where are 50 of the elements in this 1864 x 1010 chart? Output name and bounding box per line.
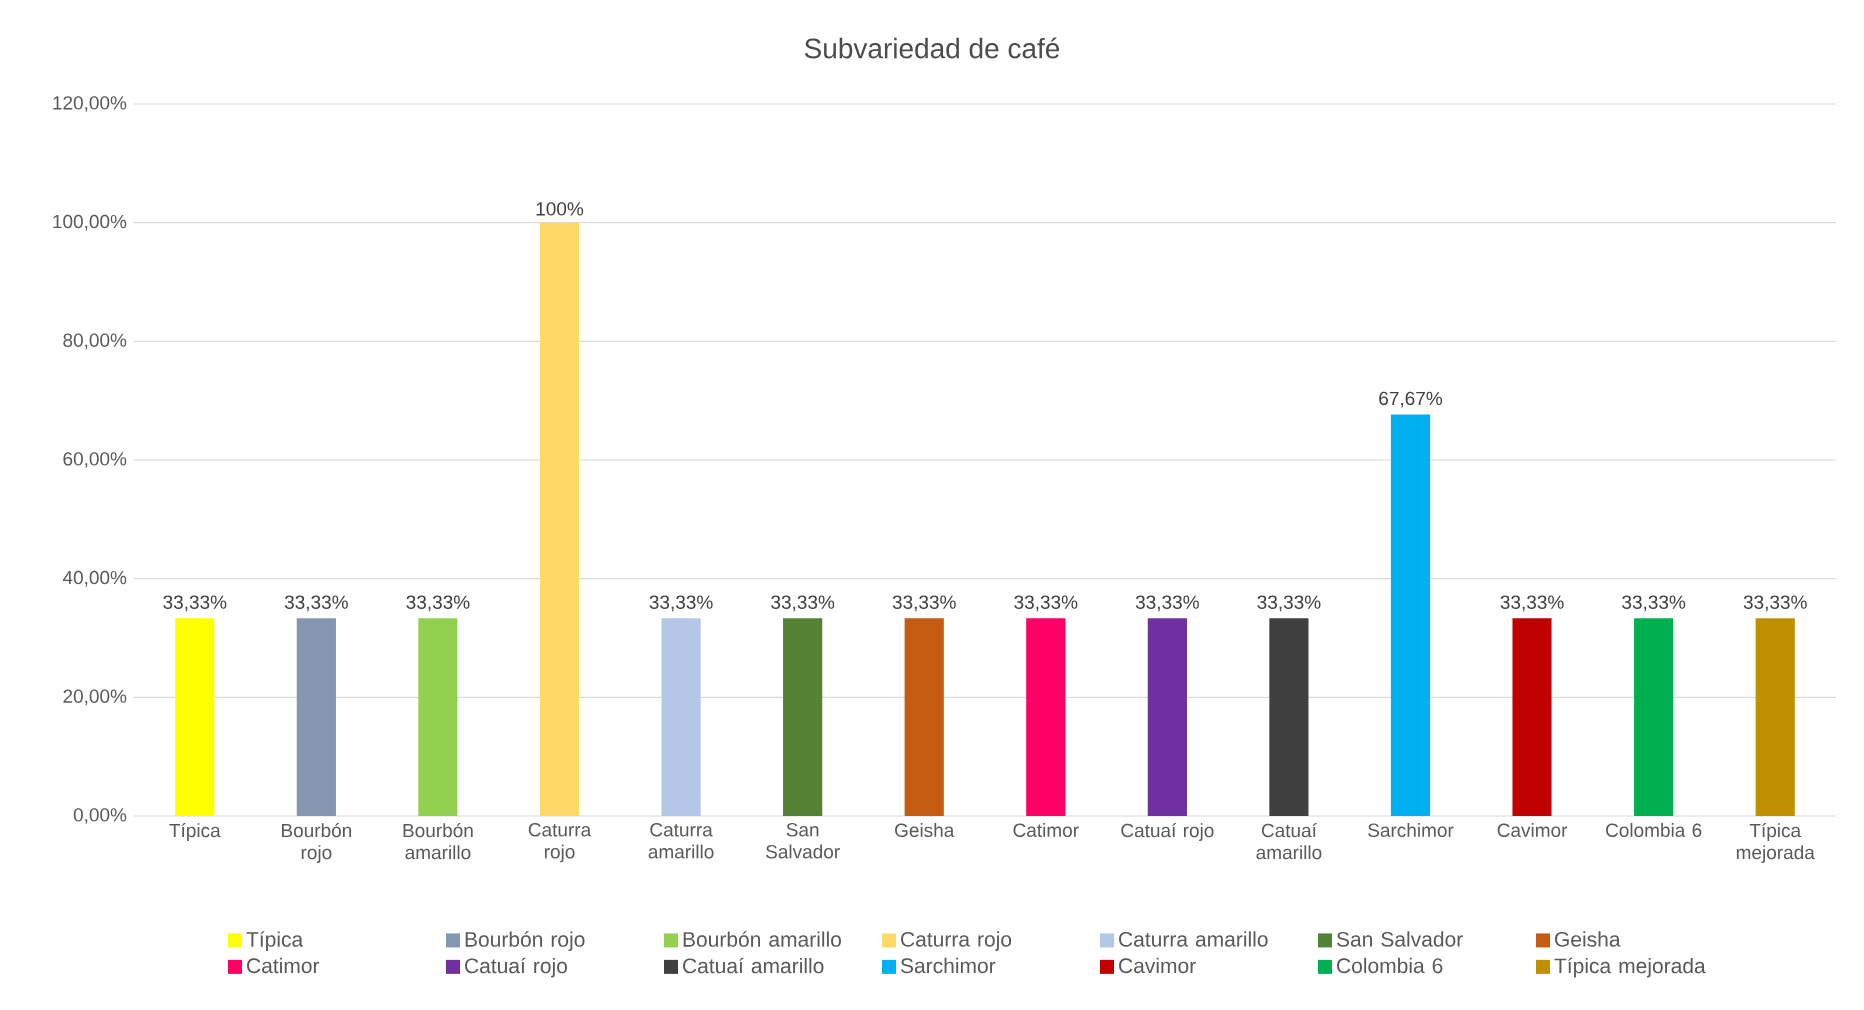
y-tick-label: 20,00%: [63, 689, 127, 706]
data-label: 33,33%: [1743, 595, 1807, 612]
x-tick-label: Colombia 6: [1606, 823, 1702, 838]
legend-label: Colombia 6: [1337, 957, 1443, 974]
legend-label: Caturra amarillo: [1119, 931, 1268, 947]
data-label: 33,33%: [1014, 595, 1078, 612]
x-tick-label: Sarchimor: [1368, 823, 1454, 838]
x-tick-label: Bourbón amarillo: [403, 823, 473, 860]
x-tick-label: Bourbón rojo: [282, 823, 352, 863]
legend-label: Bourbón amarillo: [683, 931, 841, 947]
y-tick-label: 120,00%: [53, 96, 127, 112]
x-tick-label: Catimor: [1013, 823, 1079, 838]
data-label: 100%: [536, 202, 584, 216]
x-tick-label: San Salvador: [766, 823, 840, 859]
data-label: 33,33%: [1257, 595, 1321, 612]
x-tick-label: Geisha: [895, 823, 955, 838]
x-tick-label: Caturra amarillo: [648, 823, 714, 859]
x-tick-label: Cavimor: [1497, 823, 1568, 838]
y-tick-label: 80,00%: [63, 333, 127, 350]
x-tick-label: Catuaí rojo: [1121, 823, 1214, 841]
y-tick-label: 100,00%: [53, 214, 127, 231]
data-label: 33,33%: [406, 595, 470, 612]
legend-label: San Salvador: [1336, 931, 1463, 947]
legend-label: Sarchimor: [900, 957, 996, 974]
data-label: 33,33%: [892, 595, 956, 612]
legend-label: Catuaí amarillo: [683, 957, 824, 974]
data-label: 67,67%: [1379, 391, 1443, 408]
chart-title: Subvariedad de café: [804, 37, 1060, 59]
x-tick-label: Caturra rojo: [528, 823, 592, 863]
data-label: 33,33%: [649, 595, 713, 612]
x-tick-label: Típica: [169, 823, 221, 841]
legend-label: Típica: [246, 931, 304, 952]
legend-label: Típica mejorada: [1554, 957, 1706, 978]
legend-label: Catimor: [247, 957, 320, 974]
legend-label: Geisha: [1555, 931, 1621, 947]
data-label: 33,33%: [1622, 595, 1686, 612]
data-label: 33,33%: [284, 595, 348, 612]
legend-label: Catuaí rojo: [465, 957, 567, 978]
y-tick-label: 0,00%: [73, 808, 127, 824]
y-tick-label: 40,00%: [62, 570, 127, 587]
data-label: 33,33%: [1135, 595, 1199, 612]
y-tick-label: 60,00%: [63, 452, 127, 468]
legend-label: Cavimor: [1119, 957, 1196, 974]
legend-label: Caturra rojo: [901, 931, 1012, 951]
data-label: 33,33%: [1500, 595, 1564, 612]
data-label: 33,33%: [163, 595, 227, 612]
x-tick-label: Típica mejorada: [1736, 823, 1815, 863]
data-label: 33,33%: [771, 595, 835, 612]
legend-label: Bourbón rojo: [465, 931, 585, 952]
x-tick-label: Catuaí amarillo: [1256, 823, 1322, 860]
